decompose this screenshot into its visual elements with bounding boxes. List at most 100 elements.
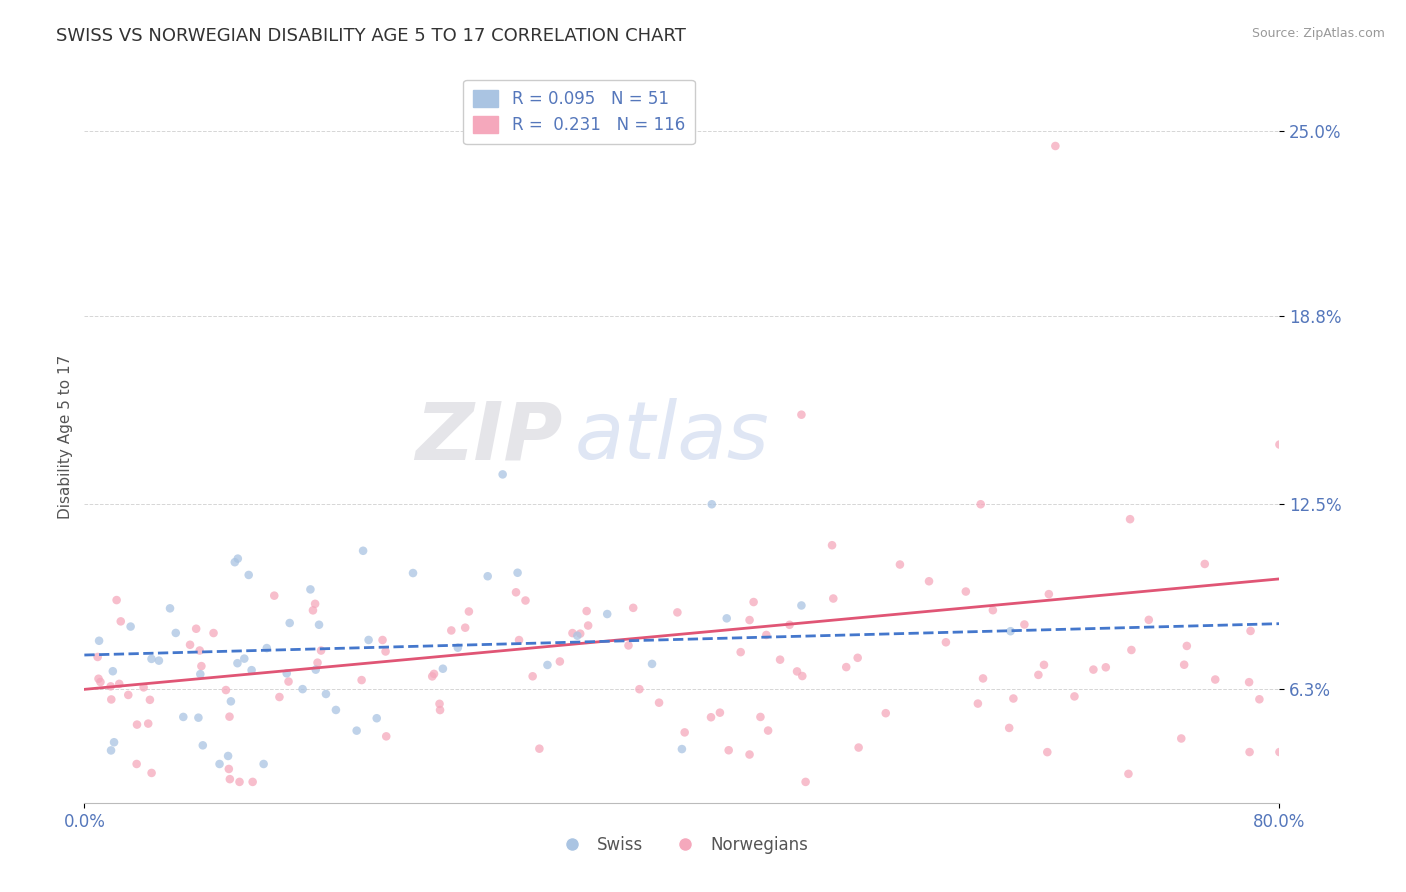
Point	[202, 626, 225, 640]
Point	[1194, 557, 1216, 571]
Y-axis label: Disability Age 5 to 17: Disability Age 5 to 17	[58, 355, 73, 519]
Text: ZIP: ZIP	[415, 398, 562, 476]
Point	[1237, 675, 1260, 690]
Point	[506, 566, 529, 580]
Point	[1045, 139, 1067, 153]
Point	[1173, 657, 1195, 672]
Point	[190, 659, 212, 673]
Point	[1175, 639, 1198, 653]
Point	[790, 408, 813, 422]
Point	[308, 617, 330, 632]
Point	[981, 603, 1004, 617]
Point	[846, 650, 869, 665]
Point	[172, 710, 194, 724]
Point	[1033, 657, 1056, 672]
Point	[108, 677, 131, 691]
Point	[1268, 437, 1291, 451]
Point	[628, 682, 651, 697]
Point	[716, 611, 738, 625]
Point	[188, 667, 211, 681]
Point	[749, 710, 772, 724]
Point	[730, 645, 752, 659]
Point	[315, 687, 337, 701]
Point	[1137, 613, 1160, 627]
Point	[325, 703, 347, 717]
Point	[492, 467, 515, 482]
Point	[1083, 663, 1105, 677]
Point	[219, 694, 242, 708]
Point	[304, 597, 326, 611]
Point	[648, 696, 671, 710]
Point	[226, 551, 249, 566]
Point	[738, 747, 761, 762]
Legend: Swiss, Norwegians: Swiss, Norwegians	[548, 829, 815, 860]
Point	[103, 735, 125, 749]
Point	[1268, 745, 1291, 759]
Point	[561, 626, 583, 640]
Point	[1014, 617, 1036, 632]
Point	[125, 717, 148, 731]
Point	[218, 762, 240, 776]
Point	[1204, 673, 1226, 687]
Point	[576, 618, 599, 632]
Point	[1249, 692, 1271, 706]
Point	[125, 756, 148, 771]
Point	[429, 703, 451, 717]
Point	[998, 721, 1021, 735]
Point	[240, 663, 263, 677]
Point	[779, 617, 801, 632]
Point	[352, 543, 374, 558]
Point	[253, 756, 276, 771]
Point	[100, 679, 122, 693]
Point	[447, 640, 470, 655]
Point	[548, 655, 571, 669]
Point	[224, 555, 246, 569]
Point	[972, 672, 994, 686]
Point	[1239, 624, 1261, 638]
Point	[1028, 668, 1050, 682]
Point	[1170, 731, 1192, 746]
Point	[101, 664, 124, 678]
Point	[756, 723, 779, 738]
Point	[621, 600, 644, 615]
Point	[148, 654, 170, 668]
Point	[666, 606, 689, 620]
Text: atlas: atlas	[575, 398, 769, 476]
Point	[110, 615, 132, 629]
Point	[617, 639, 640, 653]
Point	[596, 607, 619, 621]
Point	[186, 622, 208, 636]
Point	[100, 692, 122, 706]
Point	[1000, 624, 1022, 639]
Point	[291, 682, 314, 697]
Point	[429, 697, 451, 711]
Point	[955, 584, 977, 599]
Point	[889, 558, 911, 572]
Point	[179, 638, 201, 652]
Point	[709, 706, 731, 720]
Point	[309, 643, 332, 657]
Point	[755, 628, 778, 642]
Point	[375, 730, 398, 744]
Point	[440, 624, 463, 638]
Point	[1038, 587, 1060, 601]
Point	[299, 582, 322, 597]
Point	[786, 665, 808, 679]
Point	[302, 603, 325, 617]
Point	[277, 674, 299, 689]
Point	[366, 711, 388, 725]
Point	[717, 743, 740, 757]
Text: Source: ZipAtlas.com: Source: ZipAtlas.com	[1251, 27, 1385, 40]
Point	[700, 710, 723, 724]
Point	[305, 663, 328, 677]
Point	[86, 650, 108, 665]
Point	[228, 775, 250, 789]
Point	[671, 742, 693, 756]
Point	[191, 739, 214, 753]
Text: SWISS VS NORWEGIAN DISABILITY AGE 5 TO 17 CORRELATION CHART: SWISS VS NORWEGIAN DISABILITY AGE 5 TO 1…	[56, 27, 686, 45]
Point	[276, 666, 298, 681]
Point	[120, 619, 142, 633]
Point	[505, 585, 527, 599]
Point	[139, 693, 162, 707]
Point	[1063, 690, 1085, 704]
